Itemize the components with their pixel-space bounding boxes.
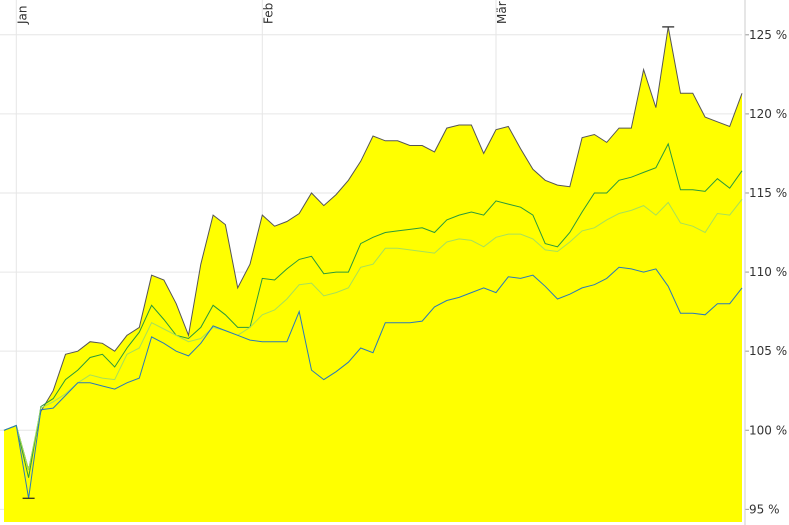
x-tick-label: Mär bbox=[495, 1, 509, 24]
line bbox=[3, 266, 743, 499]
y-tick-label: 120 % bbox=[749, 107, 787, 121]
y-tick-label: 95 % bbox=[749, 502, 780, 516]
area bbox=[4, 26, 742, 523]
y-tick-label: 105 % bbox=[749, 344, 787, 358]
y-tick-label: 125 % bbox=[749, 28, 787, 42]
line bbox=[3, 26, 743, 470]
line bbox=[3, 198, 743, 470]
x-tick-label: Feb bbox=[261, 3, 275, 24]
x-tick-label: Jan bbox=[15, 6, 29, 26]
y-tick-label: 100 % bbox=[749, 423, 787, 437]
y-tick-label: 110 % bbox=[749, 265, 787, 279]
y-tick-label: 115 % bbox=[749, 186, 787, 200]
line bbox=[3, 142, 743, 478]
